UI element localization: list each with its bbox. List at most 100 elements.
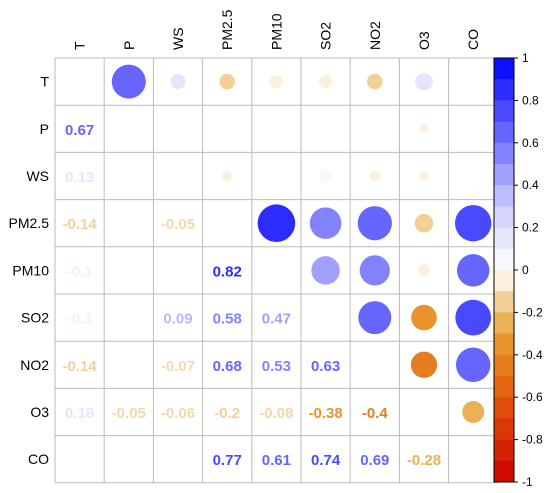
correlation-circle [319,169,332,183]
correlation-circle [111,64,146,99]
colorbar-segment [494,121,514,144]
column-label: WS [170,27,186,50]
correlation-value: 0.61 [262,452,291,469]
correlation-circle [411,304,437,331]
colorbar-segment [494,164,514,186]
colorbar-segment [494,79,514,101]
colorbar-tick-label: -0.6 [522,390,543,404]
correlation-circle [456,254,490,287]
row-label: NO2 [20,357,49,373]
colorbar-segment [494,100,514,123]
column-label: PM10 [268,13,284,50]
colorbar-tick-label: 0.4 [522,178,539,192]
colorbar-tick-label: 0.6 [522,136,539,150]
colorbar-segment [494,291,514,313]
correlation-value: -0.28 [407,452,441,469]
colorbar-segment [494,206,514,229]
column-label: SO2 [318,22,334,50]
correlation-value: -0.07 [161,358,195,375]
correlation-circle [410,351,438,378]
colorbar-tick-label: 0 [522,263,529,277]
correlation-value: 0.18 [65,405,94,422]
row-label: CO [28,451,49,467]
row-label: P [40,121,49,137]
correlation-circle [418,264,430,277]
colorbar-tick-label: 0.2 [522,221,539,235]
colorbar-segment [494,227,514,250]
colorbar-segment [494,354,514,377]
correlation-circle [418,170,430,182]
column-label: NO2 [367,21,383,50]
correlation-circle [455,347,491,383]
correlation-circle [359,255,390,286]
colorbar-segment [494,439,514,462]
correlation-circle [358,301,392,335]
correlation-circle [309,207,342,240]
correlation-value: 0.77 [213,452,242,469]
correlation-value: 0.82 [213,263,242,280]
correlation-circle [311,256,340,285]
correlation-value: -0.4 [362,405,389,422]
correlation-circle [222,171,232,181]
row-label: O3 [30,404,49,420]
correlation-circle [257,204,296,243]
correlation-value: -0.2 [214,405,240,422]
correlation-value: 0.68 [213,358,242,375]
correlation-value: -0.14 [62,358,97,375]
correlation-value: -0.38 [308,405,342,422]
grid [54,57,499,484]
colorbar-segment [494,312,514,335]
correlation-circle [419,124,429,134]
colorbar-tick-label: -0.2 [522,305,543,319]
colorbar: 1 0.8 0.6 0.4 0.2 0 -0.2 -0.4 -0.6 -0.8 -1 [493,51,543,489]
correlation-value: 0.63 [311,358,340,375]
correlation-value: -0.05 [112,405,146,422]
correlation-value: 0.67 [65,122,94,139]
correlation-value: -0.06 [161,405,195,422]
correlation-circle [454,204,492,242]
row-label: SO2 [21,310,49,326]
colorbar-tick-label: 0.8 [522,93,539,107]
correlation-circle [319,75,333,89]
correlation-value: 0.74 [311,452,341,469]
correlation-value: -0.08 [259,405,293,422]
correlation-value: -0.05 [161,216,195,233]
colorbar-segment [494,418,514,441]
colorbar-tick-label: 1 [522,51,529,65]
axis-labels: T T P P WS WS PM2.5 PM2.5 PM10 PM10 SO2 SO2 NO2 NO2 O3… [9,9,482,467]
colorbar-tick-label: -0.8 [522,433,543,447]
correlation-circle [357,206,392,241]
row-label: T [40,74,49,90]
colorbar-segment [494,142,514,165]
correlation-value: 0.53 [262,358,291,375]
column-label: T [72,41,88,50]
correlation-value: -0.1 [67,263,93,280]
correlation-value: -0.1 [67,311,93,328]
correlation-circle [269,75,283,89]
column-label: CO [465,29,481,50]
colorbar-segment [494,397,514,419]
correlation-circle [455,299,492,336]
column-label: P [121,41,137,50]
correlation-circle [369,170,381,182]
colorbar-tick-label: -1 [522,475,533,489]
row-label: WS [26,168,49,184]
row-label: PM2.5 [9,215,50,231]
correlation-circle [414,213,434,233]
row-label: PM10 [12,262,49,278]
column-label: O3 [416,31,432,50]
colorbar-segment [494,333,514,356]
colorbar-segment [494,248,514,271]
colorbar-tick-label: -0.4 [522,348,543,362]
colorbar-segment [494,376,514,398]
correlation-circle [462,401,485,423]
correlation-circle [170,74,186,90]
colorbar-segment [494,185,514,207]
correlation-value: 0.58 [213,311,242,328]
correlation-circle [367,73,383,90]
correlation-value: 0.13 [65,169,94,186]
correlation-value: 0.69 [360,452,389,469]
correlation-circle [219,73,235,90]
colorbar-segment [494,58,514,80]
